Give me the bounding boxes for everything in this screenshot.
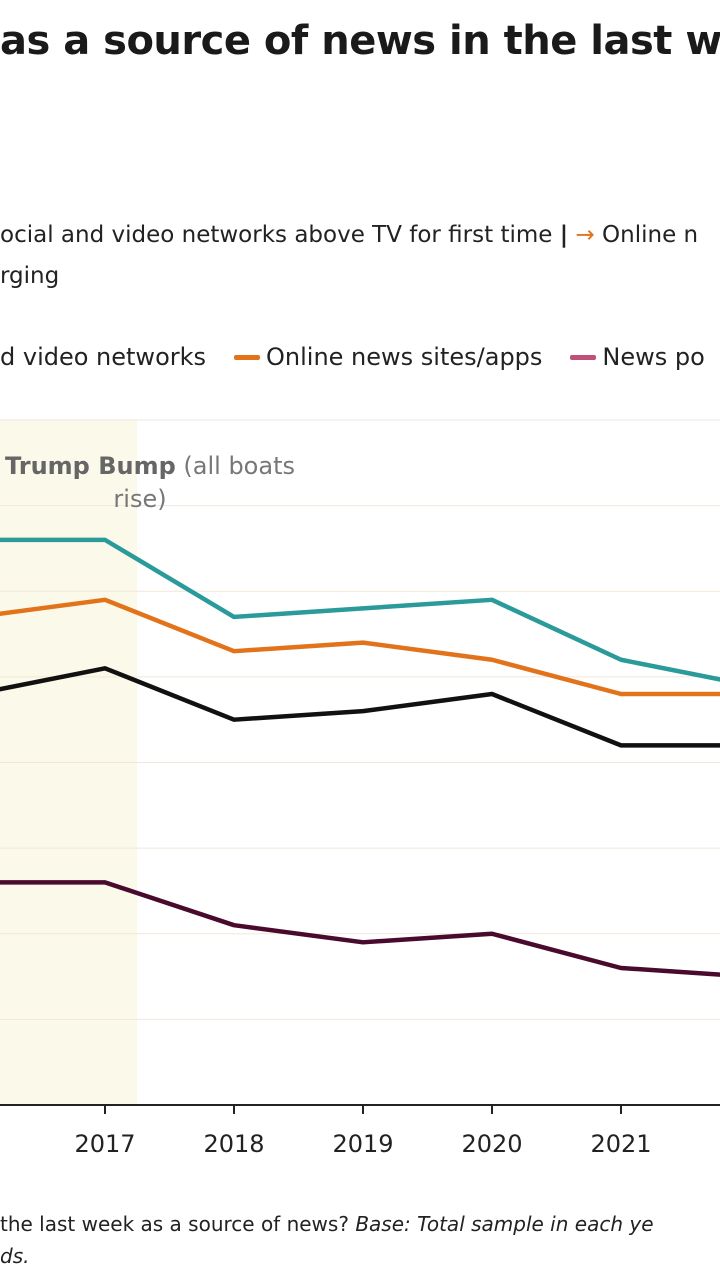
series-line-black — [0, 666, 720, 748]
x-tick-label: 2021 — [590, 1130, 651, 1158]
chart-subtitle-line2: rging — [0, 263, 60, 289]
footnote-line1: the last week as a source of news? Base:… — [0, 1212, 654, 1236]
subtitle-text-b: Online n — [602, 222, 699, 248]
x-tick-label: 2020 — [461, 1130, 522, 1158]
series-line-podcasts — [0, 880, 720, 977]
series-line-social — [0, 537, 720, 682]
legend-label-podcasts: News po — [602, 343, 705, 371]
chart-title: as a source of news in the last we — [0, 18, 720, 64]
legend-item-social: d video networks — [0, 343, 206, 371]
arrow-icon: → — [575, 222, 595, 248]
subtitle-separator: | — [559, 222, 569, 248]
annotation-bold: Trump Bump — [5, 452, 176, 480]
legend-swatch-podcasts — [570, 354, 597, 360]
legend-label-social: d video networks — [0, 343, 207, 371]
x-tick-label: 2017 — [74, 1130, 135, 1158]
x-tick-label: 2018 — [203, 1130, 264, 1158]
footnote-line2: ds. — [0, 1244, 30, 1268]
x-tick-label: 2019 — [332, 1130, 393, 1158]
legend-label-online: Online news sites/apps — [266, 343, 543, 371]
chart-legend: d video networks Online news sites/apps … — [0, 343, 720, 371]
footnote-question: the last week as a source of news? — [0, 1212, 349, 1236]
chart-subtitle-line1: ocial and video networks above TV for fi… — [0, 222, 698, 248]
annotation-rest: (all boats — [176, 452, 295, 480]
legend-item-online: Online news sites/apps — [234, 343, 542, 371]
legend-swatch-online — [234, 354, 261, 360]
annotation-line1: Trump Bump (all boats — [5, 452, 295, 480]
subtitle-text-a: ocial and video networks above TV for fi… — [0, 222, 553, 248]
footnote-base: Base: Total sample in each ye — [355, 1212, 654, 1236]
annotation-line2: rise) — [113, 485, 166, 513]
legend-item-podcasts: News po — [570, 343, 705, 371]
series-line-online — [0, 597, 720, 697]
